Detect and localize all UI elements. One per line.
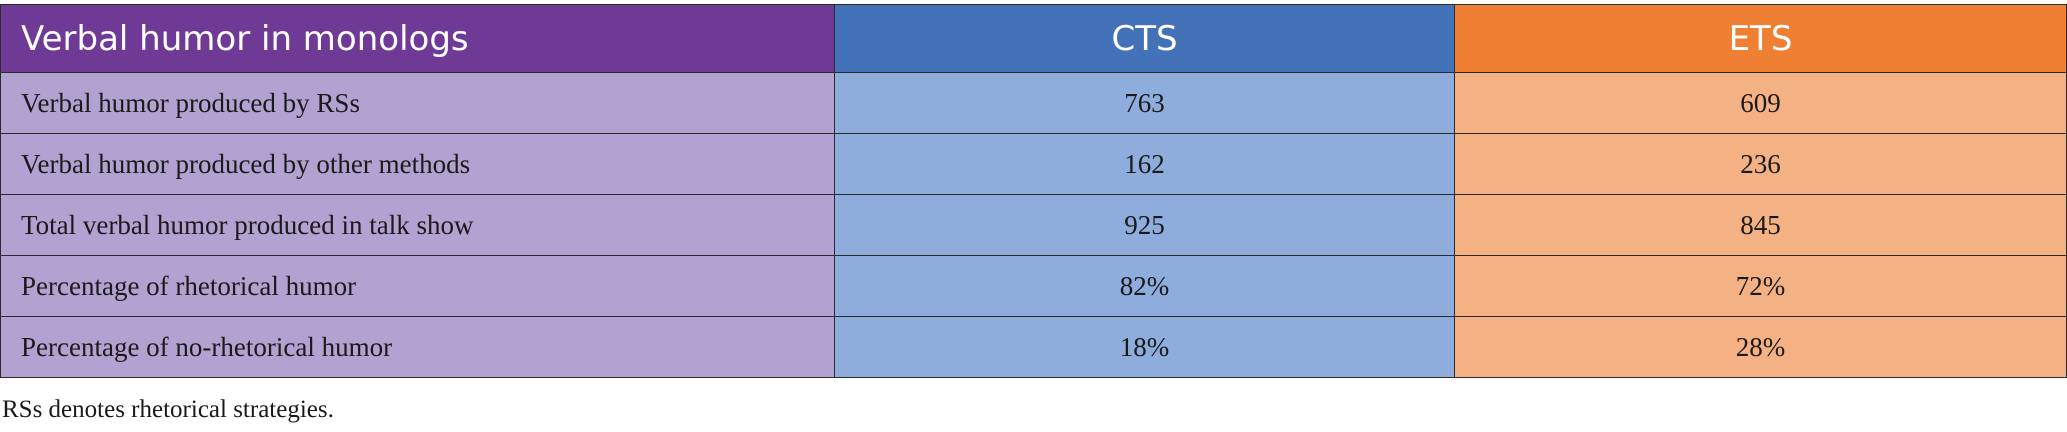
table-row: Percentage of no-rhetorical humor 18% 28… <box>0 316 2067 378</box>
table-row: Verbal humor produced by RSs 763 609 <box>0 72 2067 134</box>
row-label: Percentage of rhetorical humor <box>0 255 835 317</box>
table-header-row: Verbal humor in monologs CTS ETS <box>0 4 2067 73</box>
header-ets: ETS <box>1454 4 2067 73</box>
cts-value: 162 <box>834 133 1455 195</box>
ets-value: 609 <box>1454 72 2067 134</box>
header-verbal-humor: Verbal humor in monologs <box>0 4 835 73</box>
cts-value: 925 <box>834 194 1455 256</box>
table-row: Total verbal humor produced in talk show… <box>0 194 2067 256</box>
ets-value: 28% <box>1454 316 2067 378</box>
table-row: Percentage of rhetorical humor 82% 72% <box>0 255 2067 317</box>
row-label: Total verbal humor produced in talk show <box>0 194 835 256</box>
row-label: Verbal humor produced by RSs <box>0 72 835 134</box>
row-label: Verbal humor produced by other methods <box>0 133 835 195</box>
header-cts: CTS <box>834 4 1455 73</box>
cts-value: 82% <box>834 255 1455 317</box>
data-table-container: Verbal humor in monologs CTS ETS Verbal … <box>0 4 2067 378</box>
cts-value: 763 <box>834 72 1455 134</box>
verbal-humor-table: Verbal humor in monologs CTS ETS Verbal … <box>0 4 2067 378</box>
ets-value: 236 <box>1454 133 2067 195</box>
table-footnote: RSs denotes rhetorical strategies. <box>2 396 334 423</box>
row-label: Percentage of no-rhetorical humor <box>0 316 835 378</box>
ets-value: 845 <box>1454 194 2067 256</box>
ets-value: 72% <box>1454 255 2067 317</box>
table-row: Verbal humor produced by other methods 1… <box>0 133 2067 195</box>
cts-value: 18% <box>834 316 1455 378</box>
